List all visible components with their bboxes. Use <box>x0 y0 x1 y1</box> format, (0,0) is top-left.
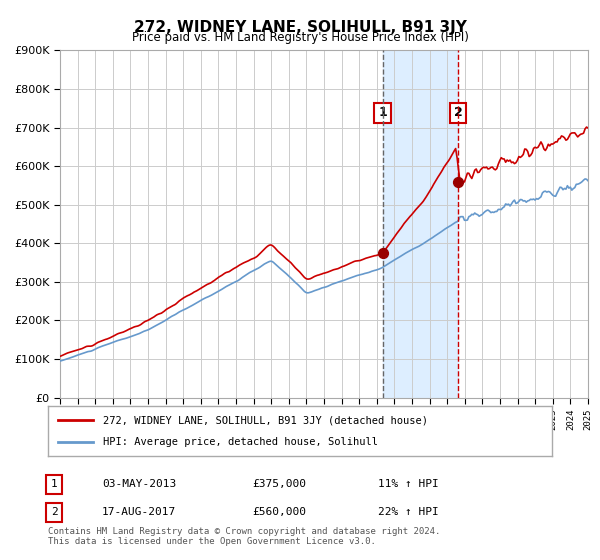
Text: 22% ↑ HPI: 22% ↑ HPI <box>378 507 439 517</box>
Text: 272, WIDNEY LANE, SOLIHULL, B91 3JY: 272, WIDNEY LANE, SOLIHULL, B91 3JY <box>134 20 466 35</box>
Text: 2: 2 <box>50 507 58 517</box>
Text: 1: 1 <box>50 479 58 489</box>
Text: 03-MAY-2013: 03-MAY-2013 <box>102 479 176 489</box>
Text: 272, WIDNEY LANE, SOLIHULL, B91 3JY (detached house): 272, WIDNEY LANE, SOLIHULL, B91 3JY (det… <box>103 415 428 425</box>
Text: Contains HM Land Registry data © Crown copyright and database right 2024.
This d: Contains HM Land Registry data © Crown c… <box>48 526 440 546</box>
Text: £560,000: £560,000 <box>252 507 306 517</box>
Bar <box>383 50 458 398</box>
Text: 17-AUG-2017: 17-AUG-2017 <box>102 507 176 517</box>
Text: £375,000: £375,000 <box>252 479 306 489</box>
Text: 2: 2 <box>454 106 463 119</box>
Point <box>454 177 463 186</box>
Point <box>378 249 388 258</box>
Text: 1: 1 <box>378 106 387 119</box>
Text: HPI: Average price, detached house, Solihull: HPI: Average price, detached house, Soli… <box>103 437 379 447</box>
Text: 11% ↑ HPI: 11% ↑ HPI <box>378 479 439 489</box>
Text: Price paid vs. HM Land Registry's House Price Index (HPI): Price paid vs. HM Land Registry's House … <box>131 31 469 44</box>
